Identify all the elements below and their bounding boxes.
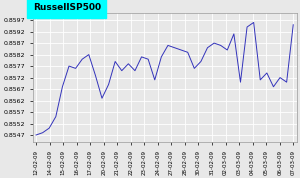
Text: RussellSP500: RussellSP500 [33, 4, 101, 12]
